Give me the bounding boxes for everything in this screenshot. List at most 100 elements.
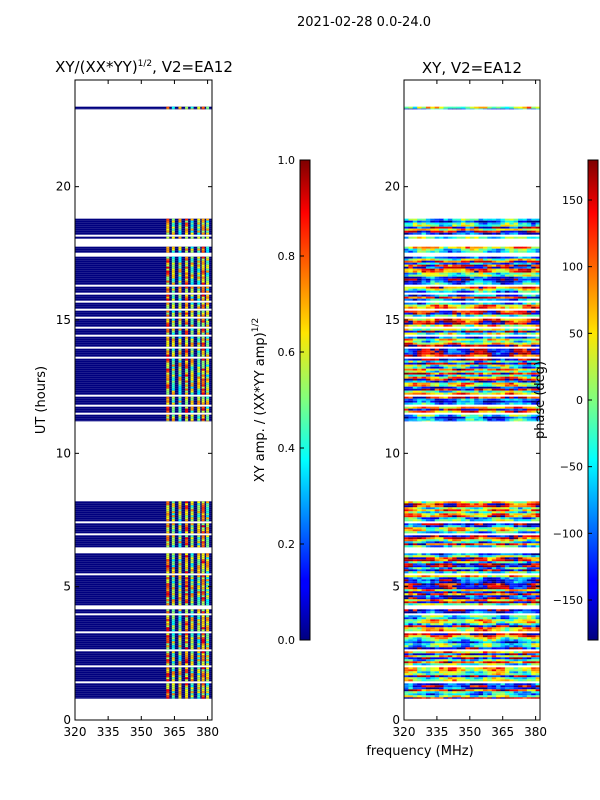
heatmap-cell	[469, 663, 475, 666]
left-colorbar: 0.00.20.40.60.81.0 XY amp. / (XX*YY amp)…	[251, 154, 311, 647]
heatmap-cell	[526, 585, 532, 588]
heatmap-cell	[190, 585, 194, 588]
heatmap-row	[75, 332, 212, 335]
heatmap-cell	[474, 250, 479, 253]
heatmap-cell	[417, 633, 422, 636]
heatmap-cell	[443, 218, 449, 221]
heatmap-cell	[425, 264, 431, 267]
heatmap-cell	[447, 659, 453, 662]
heatmap-cell	[496, 246, 501, 249]
heatmap-cell	[185, 531, 189, 534]
heatmap-cell	[430, 583, 436, 586]
heatmap-cell	[482, 222, 488, 225]
heatmap-cell	[443, 262, 449, 265]
heatmap-cell	[522, 511, 528, 514]
heatmap-cell	[178, 511, 182, 514]
heatmap-row	[75, 661, 212, 664]
heatmap-cell	[412, 697, 418, 699]
heatmap-cell	[447, 625, 453, 628]
heatmap-cell	[526, 513, 532, 516]
heatmap-row	[75, 567, 212, 570]
heatmap-cell	[456, 617, 462, 620]
heatmap-cell	[430, 683, 436, 686]
heatmap-cell	[504, 557, 510, 560]
heatmap-cell	[526, 555, 532, 558]
heatmap-cell	[478, 539, 484, 542]
heatmap-cell	[482, 603, 488, 606]
heatmap-cell	[197, 579, 201, 582]
heatmap-cell	[461, 222, 466, 225]
heatmap-cell	[412, 643, 418, 646]
heatmap-cell	[206, 621, 210, 624]
heatmap-cell	[478, 647, 484, 650]
heatmap-cell	[482, 599, 488, 602]
heatmap-cell	[443, 593, 449, 596]
heatmap-cell	[456, 228, 462, 231]
heatmap-cell	[185, 571, 189, 574]
heatmap-cell	[185, 601, 189, 604]
heatmap-cell	[491, 593, 497, 596]
heatmap-cell	[474, 226, 479, 229]
heatmap-cell	[518, 567, 523, 570]
heatmap-cell	[439, 667, 444, 670]
heatmap-cell	[439, 278, 444, 281]
heatmap-cell	[178, 677, 182, 680]
heatmap-cell	[443, 250, 449, 253]
heatmap-cell	[491, 599, 497, 602]
heatmap-cell	[491, 673, 497, 676]
heatmap-cell	[434, 541, 440, 544]
heatmap-cell	[171, 274, 175, 277]
heatmap-cell	[509, 567, 514, 570]
heatmap-cell	[456, 595, 462, 598]
heatmap-cell	[166, 362, 170, 365]
heatmap-cell	[408, 264, 414, 267]
heatmap-cell	[504, 577, 510, 580]
heatmap-cell	[526, 519, 532, 522]
heatmap-cell	[465, 250, 471, 253]
heatmap-cell	[206, 366, 210, 369]
heatmap-cell	[504, 561, 510, 564]
heatmap-cell	[439, 597, 444, 600]
heatmap-cell	[500, 677, 506, 680]
heatmap-cell	[452, 539, 457, 542]
heatmap-cell	[465, 583, 471, 586]
heatmap-cell	[439, 246, 444, 249]
heatmap-cell	[166, 595, 170, 598]
heatmap-cell	[421, 571, 427, 574]
heatmap-cell	[456, 527, 462, 530]
heatmap-cell	[417, 643, 422, 646]
heatmap-cell	[206, 372, 210, 375]
heatmap-cell	[526, 621, 532, 624]
heatmap-cell	[425, 278, 431, 281]
heatmap-cell	[447, 511, 453, 514]
heatmap-cell	[526, 669, 532, 672]
heatmap-cell	[417, 236, 422, 239]
heatmap-cell	[439, 222, 444, 225]
heatmap-cell	[443, 669, 449, 672]
heatmap-cell	[482, 685, 488, 688]
heatmap-cell	[469, 541, 475, 544]
heatmap-cell	[535, 531, 541, 534]
heatmap-cell	[197, 390, 201, 393]
heatmap-cell	[178, 256, 182, 259]
heatmap-cell	[487, 256, 493, 259]
heatmap-cell	[465, 619, 471, 622]
heatmap-cell	[452, 270, 457, 273]
heatmap-cell	[465, 615, 471, 618]
heatmap-cell	[178, 519, 182, 522]
heatmap-cell	[185, 296, 189, 299]
heatmap-cell	[206, 611, 210, 614]
heatmap-cell	[178, 635, 182, 638]
heatmap-cell	[425, 509, 431, 512]
heatmap-cell	[452, 509, 457, 512]
heatmap-cell	[500, 635, 506, 638]
heatmap-cell	[531, 567, 536, 570]
heatmap-cell	[206, 336, 210, 339]
heatmap-cell	[430, 589, 436, 592]
heatmap-cell	[171, 595, 175, 598]
heatmap-cell	[417, 517, 422, 520]
heatmap-cell	[171, 362, 175, 365]
heatmap-cell	[443, 272, 449, 275]
heatmap-cell	[434, 268, 440, 271]
heatmap-cell	[522, 637, 528, 640]
